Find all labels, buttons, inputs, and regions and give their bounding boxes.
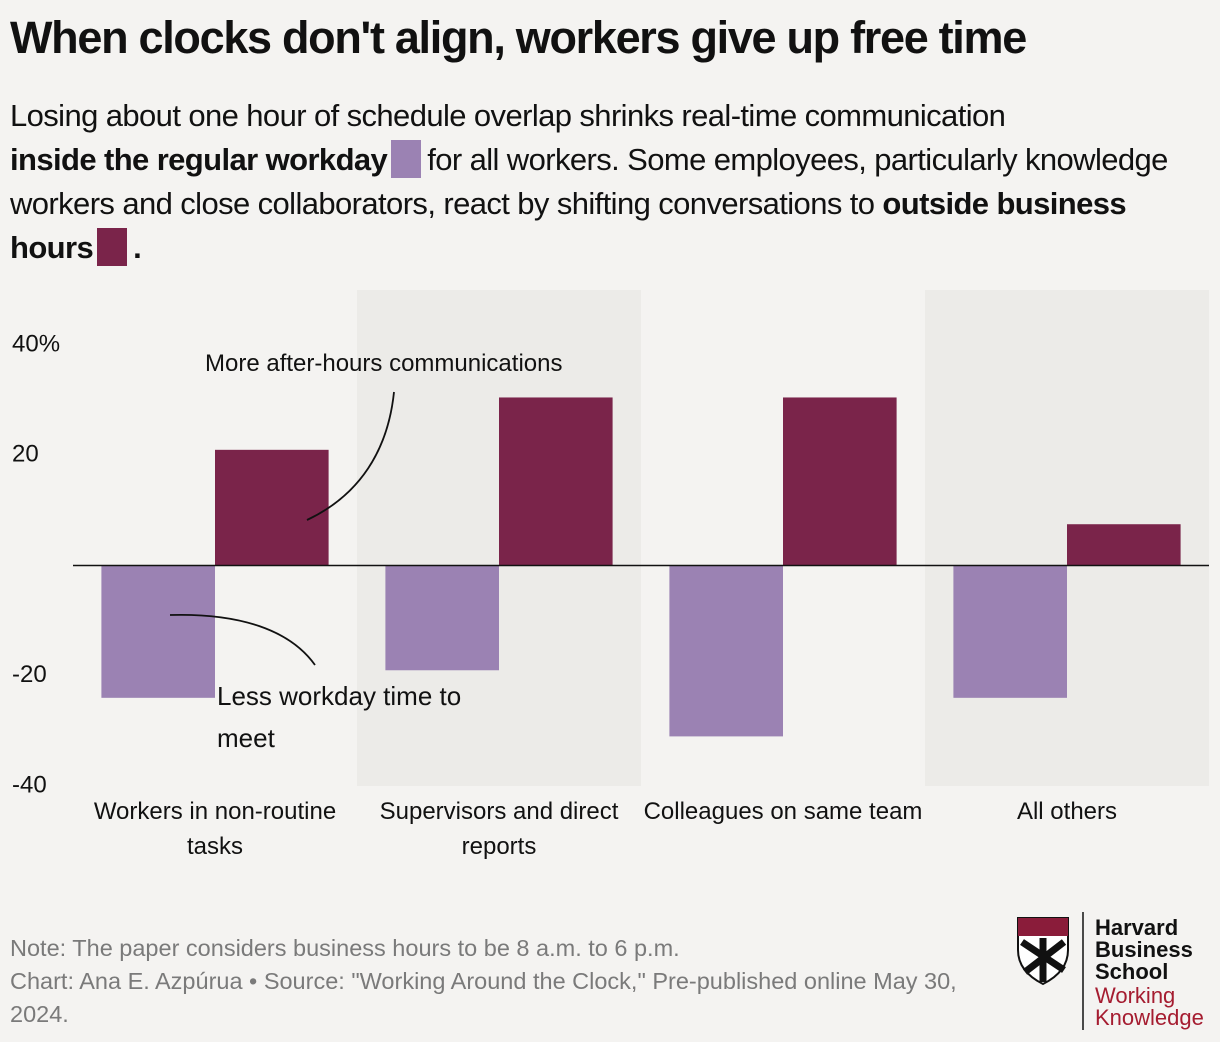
bar bbox=[669, 565, 783, 737]
bar bbox=[385, 565, 499, 671]
x-tick-label: Supervisors and direct reports bbox=[379, 798, 619, 860]
bar bbox=[215, 449, 329, 566]
x-tick-label: Workers in non-routine tasks bbox=[93, 798, 337, 860]
subtitle-text: . bbox=[133, 230, 142, 265]
bar bbox=[783, 397, 897, 566]
credit: Chart: Ana E. Azpúrua • Source: "Working… bbox=[10, 968, 957, 1027]
y-tick-label: 20 bbox=[12, 441, 39, 468]
bar bbox=[101, 565, 215, 698]
y-tick-label: -40 bbox=[12, 771, 47, 798]
logo-text: School bbox=[1095, 959, 1169, 984]
legend-swatch bbox=[391, 140, 422, 178]
subtitle-text: Losing about one hour of schedule overla… bbox=[10, 98, 1006, 133]
subtitle: Losing about one hour of schedule overla… bbox=[10, 94, 1210, 270]
logo-text: Knowledge bbox=[1095, 1005, 1204, 1030]
bar bbox=[1067, 524, 1181, 566]
y-tick-label: 40% bbox=[12, 330, 60, 357]
chart-title: When clocks don't align, workers give up… bbox=[10, 12, 1027, 63]
logo-school: Harvard Business School bbox=[1095, 917, 1193, 983]
annotation: More after-hours communications bbox=[205, 350, 563, 377]
logo-publication: Working Knowledge bbox=[1095, 985, 1204, 1029]
annotation-leader bbox=[306, 391, 395, 521]
logo-text: Business bbox=[1095, 937, 1193, 962]
annotation: Less workday time to meet bbox=[217, 681, 462, 753]
logo-shield bbox=[1017, 917, 1069, 986]
y-tick-label: -20 bbox=[12, 661, 47, 688]
bar bbox=[499, 397, 613, 566]
plot: -40 -20 20 40% bbox=[12, 290, 1209, 798]
legend-label: outside business hours bbox=[10, 186, 1127, 265]
x-tick-label: Colleagues on same team bbox=[643, 798, 923, 825]
legend-swatch bbox=[97, 228, 128, 266]
annotation-leader bbox=[169, 613, 316, 666]
x-tick-label: All others bbox=[1016, 798, 1118, 825]
logo-text: Harvard bbox=[1095, 915, 1179, 940]
legend-label: inside the regular workday bbox=[10, 142, 388, 177]
logo-text: Working bbox=[1095, 983, 1176, 1008]
subtitle-text: for all workers. Some employees, particu… bbox=[10, 142, 1168, 221]
bar bbox=[953, 565, 1067, 698]
note: Note: The paper considers business hours… bbox=[10, 935, 680, 961]
